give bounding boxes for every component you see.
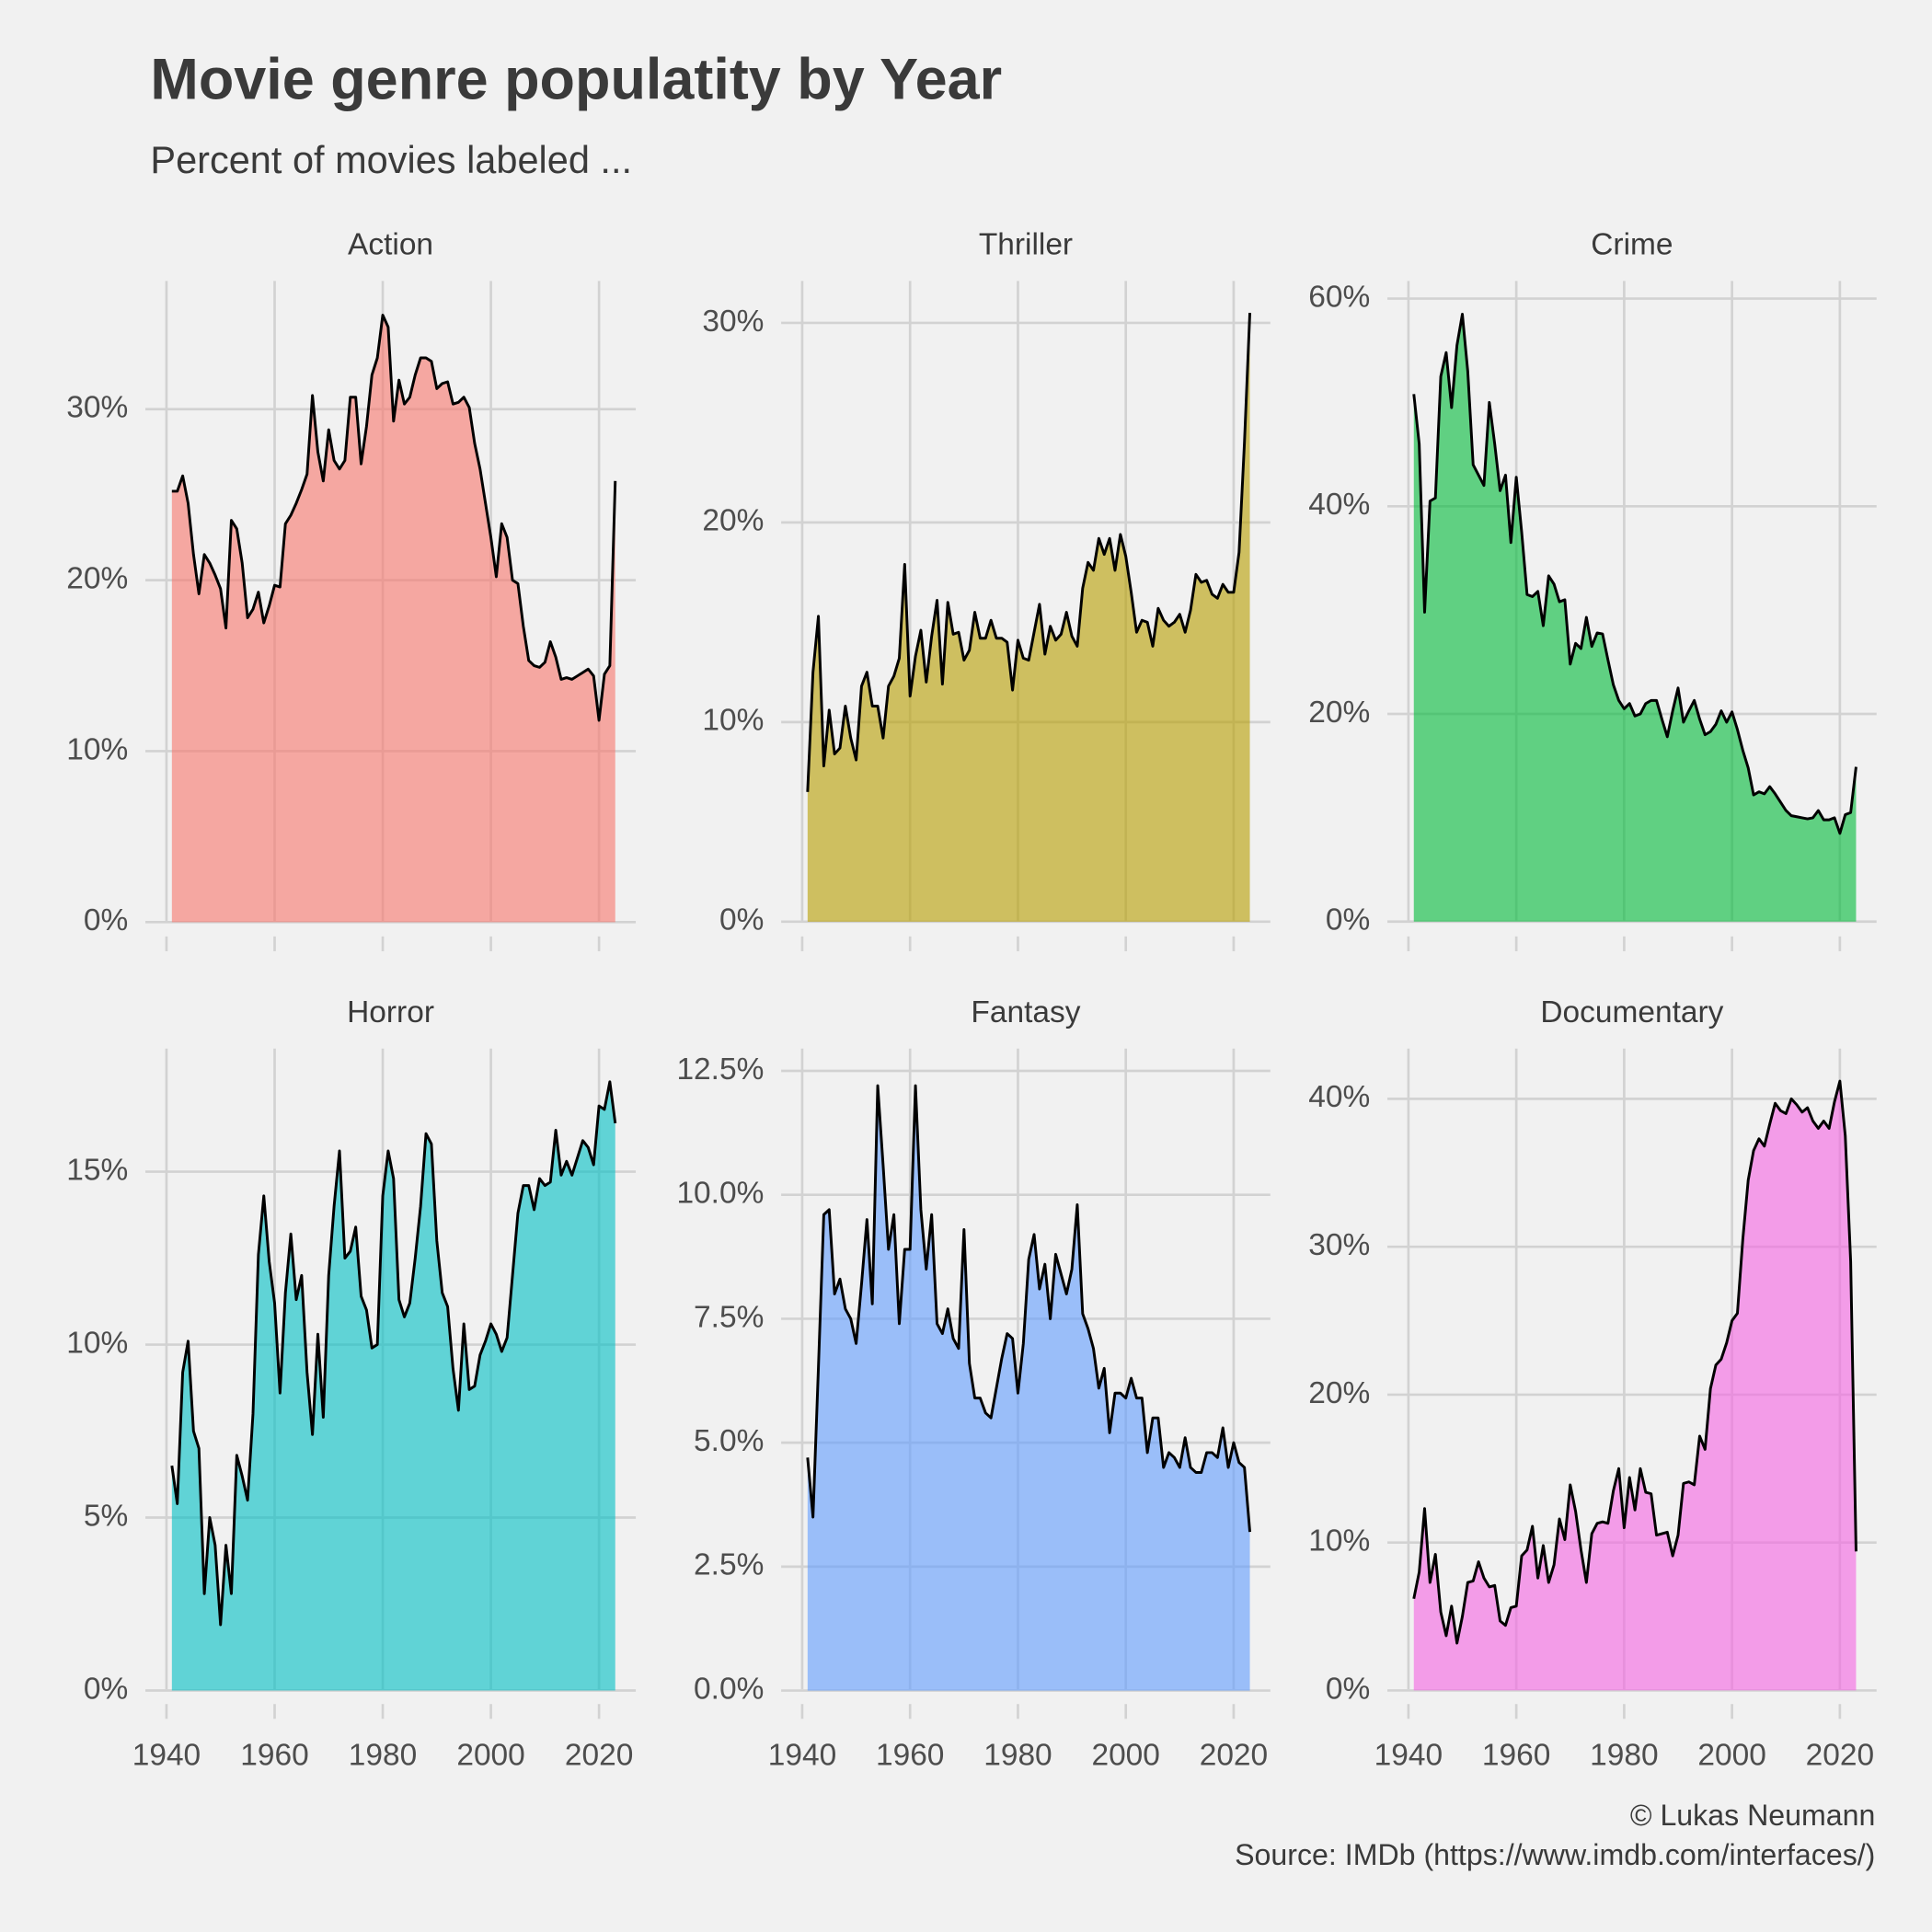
y-tick-label: 40% [1308,1080,1370,1114]
y-tick-label: 5% [84,1499,128,1533]
y-tick-label: 0% [1326,1672,1370,1706]
y-tick-label: 2.5% [694,1548,764,1582]
y-tick-label: 30% [66,391,128,425]
x-tick-label: 1980 [983,1739,1052,1773]
y-tick-label: 7.5% [694,1300,764,1334]
y-tick-label: 12.5% [676,1052,764,1087]
area [171,315,615,923]
facet-title: Action [348,228,433,262]
x-tick-label: 1960 [876,1739,944,1773]
y-tick-label: 20% [66,561,128,595]
x-tick-label: 1940 [1374,1739,1443,1773]
y-tick-label: 10.0% [676,1177,764,1211]
facet-title: Crime [1591,228,1673,262]
area [171,1081,615,1691]
x-tick-label: 2000 [456,1739,524,1773]
y-tick-label: 0% [1326,903,1370,937]
x-tick-label: 1960 [1482,1739,1550,1773]
facet-title: Thriller [979,228,1073,262]
facet-title: Horror [347,995,434,1029]
y-tick-label: 40% [1308,488,1370,522]
chart-subtitle: Percent of movies labeled ... [150,138,632,181]
y-tick-label: 20% [702,504,764,538]
area [807,313,1250,922]
line [170,1080,617,1627]
y-tick-label: 60% [1308,280,1370,314]
chart-title: Movie genre populatity by Year [150,48,1002,112]
y-tick-label: 15% [66,1153,128,1187]
line [806,1084,1251,1533]
x-tick-label: 1940 [768,1739,836,1773]
x-tick-label: 1940 [132,1739,201,1773]
x-tick-label: 1980 [1590,1739,1658,1773]
line [171,314,617,722]
y-tick-label: 10% [66,1326,128,1360]
y-tick-label: 10% [1308,1524,1370,1558]
line [1412,313,1857,835]
line [806,313,1252,792]
y-tick-label: 0% [84,903,128,937]
area [807,1086,1250,1691]
y-tick-label: 10% [66,732,128,766]
x-tick-label: 2000 [1697,1739,1765,1773]
y-tick-label: 10% [702,704,764,738]
y-tick-label: 20% [1308,1376,1370,1410]
area [1413,1081,1857,1691]
y-tick-label: 20% [1308,696,1370,730]
y-tick-label: 30% [702,305,764,339]
x-tick-label: 1980 [349,1739,417,1773]
x-tick-label: 2000 [1091,1739,1159,1773]
line [1412,1079,1857,1645]
x-tick-label: 1960 [240,1739,308,1773]
y-tick-label: 0.0% [694,1672,764,1706]
y-tick-label: 0% [84,1672,128,1706]
area [1413,314,1857,922]
y-tick-label: 0% [719,903,764,937]
caption: © Lukas Neumann [1630,1799,1876,1832]
caption: Source: IMDb (https://www.imdb.com/inter… [1235,1838,1875,1871]
x-tick-label: 2020 [565,1739,633,1773]
x-tick-label: 2020 [1200,1739,1268,1773]
facet-title: Fantasy [971,995,1080,1029]
y-tick-label: 30% [1308,1228,1370,1262]
y-tick-label: 5.0% [694,1424,764,1458]
x-tick-label: 2020 [1806,1739,1874,1773]
facet-title: Documentary [1540,995,1723,1029]
